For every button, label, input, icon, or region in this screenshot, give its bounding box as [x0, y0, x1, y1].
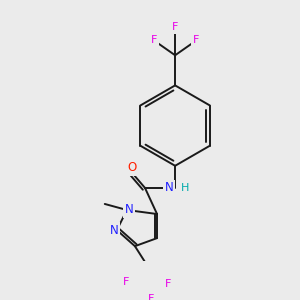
Text: F: F: [172, 22, 178, 32]
Text: F: F: [123, 277, 129, 287]
Text: O: O: [127, 161, 136, 174]
Text: F: F: [151, 35, 157, 45]
Text: F: F: [193, 35, 200, 45]
Text: N: N: [165, 182, 173, 194]
Text: F: F: [165, 279, 171, 289]
Text: F: F: [148, 294, 154, 300]
Text: H: H: [181, 183, 189, 193]
Text: N: N: [110, 224, 118, 237]
Text: N: N: [124, 203, 133, 217]
